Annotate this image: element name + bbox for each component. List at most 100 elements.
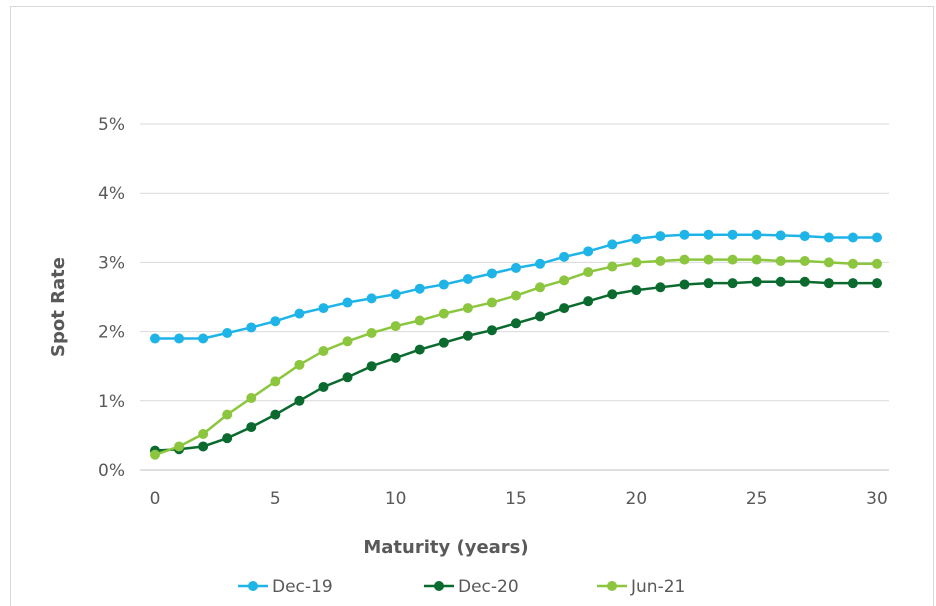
data-point — [607, 261, 618, 272]
y-tick-label: 1% — [98, 392, 125, 412]
x-tick-label: 15 — [505, 489, 527, 509]
x-axis-ticks: 0 5 10 15 20 25 30 — [150, 489, 888, 509]
data-point — [198, 429, 209, 440]
series-layer — [150, 229, 882, 460]
data-point — [486, 297, 497, 308]
data-point — [607, 239, 618, 250]
data-point — [270, 376, 281, 387]
legend-item-dec-20: Dec-20 — [424, 577, 519, 597]
data-point — [150, 449, 160, 460]
data-point — [366, 293, 377, 304]
legend-marker — [248, 581, 258, 591]
data-point — [607, 289, 618, 300]
data-point — [318, 345, 329, 356]
legend-item-jun-21: Jun-21 — [597, 577, 685, 597]
data-point — [679, 279, 690, 290]
data-point — [559, 303, 570, 314]
data-point — [727, 229, 738, 240]
data-point — [462, 303, 473, 314]
data-point — [390, 321, 401, 332]
data-point — [703, 254, 714, 265]
legend-item-dec-19: Dec-19 — [238, 577, 333, 597]
data-point — [559, 251, 570, 262]
data-point — [583, 246, 594, 257]
data-point — [462, 274, 473, 285]
data-point — [872, 232, 882, 243]
x-tick-label: 25 — [746, 489, 768, 509]
x-tick-label: 10 — [385, 489, 407, 509]
x-tick-label: 30 — [866, 489, 888, 509]
data-point — [655, 256, 666, 267]
data-point — [679, 254, 690, 265]
data-point — [751, 229, 762, 240]
y-tick-label: 4% — [98, 184, 125, 204]
data-point — [270, 316, 281, 327]
data-point — [486, 268, 497, 279]
data-point — [872, 278, 882, 289]
data-point — [222, 409, 233, 420]
x-tick-label: 0 — [150, 489, 161, 509]
data-point — [198, 333, 209, 344]
data-point — [294, 308, 305, 319]
y-tick-label: 2% — [98, 323, 125, 343]
data-point — [559, 275, 570, 286]
data-point — [342, 297, 353, 308]
data-point — [150, 333, 160, 344]
data-point — [631, 285, 642, 296]
data-point — [823, 278, 834, 289]
data-point — [342, 336, 353, 347]
data-point — [799, 256, 810, 267]
data-point — [246, 422, 257, 433]
data-point — [438, 337, 449, 348]
data-point — [511, 290, 521, 301]
data-point — [679, 229, 690, 240]
data-point — [462, 330, 473, 341]
series-dec-20 — [150, 276, 882, 456]
data-point — [414, 344, 425, 355]
data-point — [751, 276, 762, 287]
legend-marker — [607, 581, 617, 591]
data-point — [390, 352, 401, 363]
series-jun-21 — [150, 254, 882, 460]
data-point — [174, 441, 185, 452]
data-point — [655, 282, 666, 293]
data-point — [535, 282, 546, 293]
y-axis-ticks: 0% 1% 2% 3% 4% 5% — [98, 115, 125, 481]
data-point — [872, 258, 882, 269]
data-point — [847, 278, 858, 289]
x-axis-title: Maturity (years) — [363, 537, 528, 558]
data-point — [366, 361, 377, 372]
data-point — [727, 278, 738, 289]
data-point — [318, 303, 329, 314]
data-point — [511, 318, 521, 329]
legend-label: Jun-21 — [630, 577, 685, 597]
y-tick-label: 0% — [98, 461, 125, 481]
data-point — [823, 257, 834, 268]
data-point — [222, 327, 233, 338]
x-tick-label: 20 — [626, 489, 648, 509]
data-point — [631, 233, 642, 244]
data-point — [414, 315, 425, 326]
y-axis-title: Spot Rate — [48, 257, 69, 357]
data-point — [511, 262, 521, 273]
data-point — [775, 256, 786, 267]
data-point — [438, 279, 449, 290]
data-point — [294, 395, 305, 406]
series-line — [154, 280, 877, 452]
data-point — [294, 359, 305, 370]
data-point — [583, 296, 594, 307]
data-point — [823, 232, 834, 243]
series-line — [154, 258, 877, 456]
data-point — [583, 267, 594, 278]
data-point — [198, 441, 209, 452]
legend-label: Dec-20 — [458, 577, 519, 597]
data-point — [390, 289, 401, 300]
data-point — [799, 276, 810, 287]
x-tick-label: 5 — [270, 489, 281, 509]
legend-label: Dec-19 — [272, 577, 333, 597]
data-point — [438, 308, 449, 319]
data-point — [703, 229, 714, 240]
data-point — [246, 322, 257, 333]
data-point — [703, 278, 714, 289]
